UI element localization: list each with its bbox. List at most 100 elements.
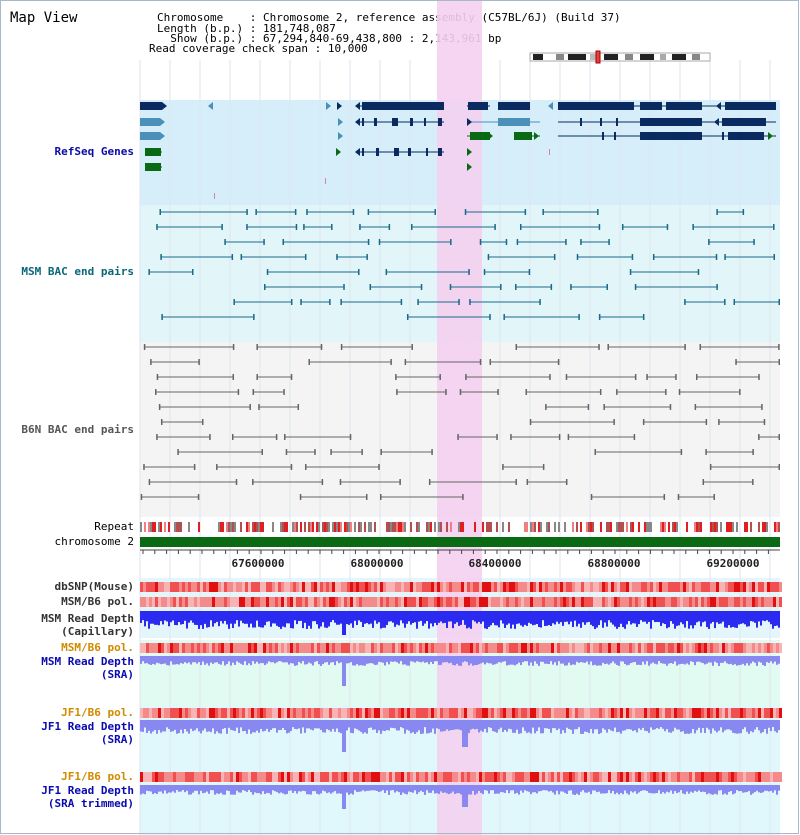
polymorphism-bin (689, 708, 692, 718)
read-depth-bin (636, 720, 638, 733)
polymorphism-bin (395, 582, 398, 592)
polymorphism-bin (332, 597, 335, 607)
read-depth-bin (608, 656, 610, 665)
read-depth-bin (578, 656, 580, 663)
chromosome-bar[interactable] (140, 537, 780, 547)
polymorphism-bin (356, 597, 359, 607)
read-depth-bin (142, 611, 144, 621)
polymorphism-bin (431, 643, 434, 653)
read-depth-bin (260, 720, 262, 729)
repeat-bin (148, 522, 150, 532)
polymorphism-bin (722, 582, 725, 592)
read-depth-bin (162, 720, 164, 732)
polymorphism-bin (449, 643, 452, 653)
msm-bac-pairs[interactable] (148, 209, 780, 320)
polymorphism-bin (518, 643, 521, 653)
polymorphism-bin (674, 708, 677, 718)
read-depth-bin (562, 720, 564, 731)
read-depth-bin (466, 656, 468, 662)
read-depth-bin (346, 656, 348, 664)
read-depth-bin (676, 785, 678, 794)
read-depth-bin (688, 785, 690, 794)
read-depth-bin (516, 656, 518, 665)
polymorphism-bin (728, 772, 731, 782)
read-depth-bin (214, 785, 216, 795)
read-depth-bin (628, 611, 630, 622)
read-depth-bin (722, 720, 724, 733)
polymorphism-tracks[interactable] (140, 582, 782, 782)
polymorphism-bin (383, 582, 386, 592)
polymorphism-bin (716, 708, 719, 718)
polymorphism-bin (374, 643, 377, 653)
polymorphism-bin (314, 582, 317, 592)
polymorphism-bin (437, 597, 440, 607)
polymorphism-bin (428, 708, 431, 718)
polymorphism-bin (362, 597, 365, 607)
msm-pair-end (282, 239, 284, 245)
polymorphism-bin (539, 708, 542, 718)
polymorphism-bin (389, 643, 392, 653)
b6n-pair-end (378, 464, 380, 470)
polymorphism-bin (266, 597, 269, 607)
polymorphism-bin (200, 597, 203, 607)
polymorphism-bin (428, 597, 431, 607)
read-depth-bin (292, 656, 294, 664)
read-depth-bin (146, 611, 148, 622)
polymorphism-bin (764, 597, 767, 607)
polymorphism-bin (311, 772, 314, 782)
repeat-bin (610, 522, 612, 532)
gene-strand-arrow (548, 102, 553, 110)
read-depth-bin (540, 785, 542, 792)
gene-exon (640, 118, 702, 126)
read-depth-bin (440, 656, 442, 665)
polymorphism-bin (575, 582, 578, 592)
polymorphism-bin (548, 643, 551, 653)
read-depth-bin (692, 611, 694, 629)
read-depth-bin (500, 720, 502, 728)
repeat-bin (630, 522, 632, 532)
read-depth-bin (174, 785, 176, 793)
gene-exon (470, 132, 490, 140)
read-depth-bin (358, 611, 360, 621)
polymorphism-bin (551, 772, 554, 782)
polymorphism-bin (764, 582, 767, 592)
chromosome-ideogram[interactable] (529, 50, 711, 64)
repeat-bin (354, 522, 356, 532)
read-depth-bin (288, 656, 290, 665)
read-depth-bin (270, 611, 272, 627)
b6n-bac-pairs[interactable] (140, 344, 780, 500)
polymorphism-bin (623, 708, 626, 718)
read-depth-bin (146, 656, 148, 664)
repeat-track[interactable] (140, 522, 780, 532)
read-depth-bin (264, 611, 266, 626)
read-depth-bin (466, 785, 468, 807)
read-depth-bin (754, 611, 756, 623)
read-depth-bin (292, 785, 294, 793)
read-depth-tracks[interactable] (140, 611, 780, 809)
polymorphism-bin (335, 772, 338, 782)
read-depth-bin (516, 785, 518, 793)
polymorphism-bin (350, 597, 353, 607)
read-depth-bin (418, 611, 420, 622)
b6n-pair-end (557, 359, 560, 365)
read-depth-bin (250, 656, 252, 666)
read-depth-bin (418, 785, 420, 793)
read-depth-bin (324, 656, 326, 663)
polymorphism-bin (416, 772, 419, 782)
refseq-gene-track[interactable] (140, 102, 776, 199)
read-depth-bin (538, 720, 540, 728)
b6n-pair-end (705, 419, 708, 425)
polymorphism-bin (344, 772, 347, 782)
read-depth-bin (298, 785, 300, 792)
read-depth-bin (514, 656, 516, 666)
polymorphism-bin (722, 772, 725, 782)
msm-pair-end (411, 224, 413, 230)
repeat-bin (694, 522, 696, 532)
msm-pair-end (652, 254, 655, 260)
read-depth-bin (546, 611, 548, 626)
gene-exon (728, 132, 764, 140)
read-depth-bin (670, 785, 672, 791)
read-depth-bin (590, 611, 592, 625)
polymorphism-bin (458, 708, 461, 718)
